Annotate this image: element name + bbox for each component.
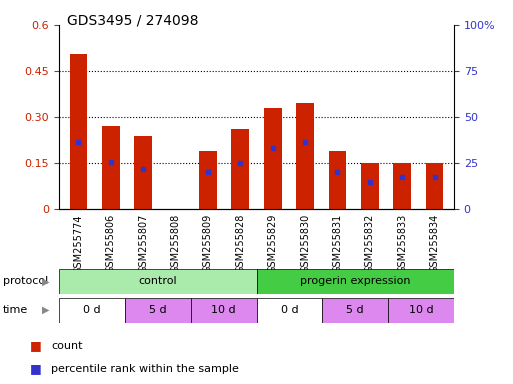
Bar [322, 298, 388, 323]
Text: 5 d: 5 d [346, 305, 364, 315]
Bar [264, 108, 282, 209]
Bar [256, 298, 322, 323]
Bar [361, 162, 379, 209]
Bar [125, 298, 191, 323]
Text: GSM255828: GSM255828 [235, 214, 245, 273]
Bar [296, 103, 314, 209]
Text: GSM255834: GSM255834 [429, 214, 440, 273]
Text: count: count [51, 341, 83, 351]
Bar [393, 162, 411, 209]
Text: GSM255808: GSM255808 [170, 214, 181, 273]
Text: ▶: ▶ [43, 305, 50, 315]
Bar [102, 126, 120, 209]
Text: time: time [3, 305, 28, 315]
Text: percentile rank within the sample: percentile rank within the sample [51, 364, 239, 374]
Text: 10 d: 10 d [409, 305, 433, 315]
Bar [256, 269, 454, 294]
Bar [328, 151, 346, 209]
Text: GDS3495 / 274098: GDS3495 / 274098 [67, 13, 198, 27]
Text: GSM255774: GSM255774 [73, 214, 84, 273]
Text: GSM255829: GSM255829 [268, 214, 278, 273]
Bar [70, 54, 87, 209]
Text: 10 d: 10 d [211, 305, 236, 315]
Text: GSM255831: GSM255831 [332, 214, 343, 273]
Bar [134, 136, 152, 209]
Text: control: control [139, 276, 177, 286]
Text: GSM255807: GSM255807 [138, 214, 148, 273]
Text: GSM255833: GSM255833 [397, 214, 407, 273]
Bar [231, 129, 249, 209]
Bar [199, 151, 217, 209]
Text: GSM255832: GSM255832 [365, 214, 375, 273]
Text: 5 d: 5 d [149, 305, 167, 315]
Bar [388, 298, 454, 323]
Bar [59, 298, 125, 323]
Text: GSM255806: GSM255806 [106, 214, 116, 273]
Text: protocol: protocol [3, 276, 48, 286]
Bar [426, 162, 443, 209]
Text: 0 d: 0 d [83, 305, 101, 315]
Text: GSM255809: GSM255809 [203, 214, 213, 273]
Bar [59, 269, 256, 294]
Text: 0 d: 0 d [281, 305, 298, 315]
Text: progerin expression: progerin expression [300, 276, 410, 286]
Text: ▶: ▶ [43, 276, 50, 286]
Text: ■: ■ [30, 362, 42, 375]
Text: ■: ■ [30, 339, 42, 352]
Text: GSM255830: GSM255830 [300, 214, 310, 273]
Bar [191, 298, 256, 323]
